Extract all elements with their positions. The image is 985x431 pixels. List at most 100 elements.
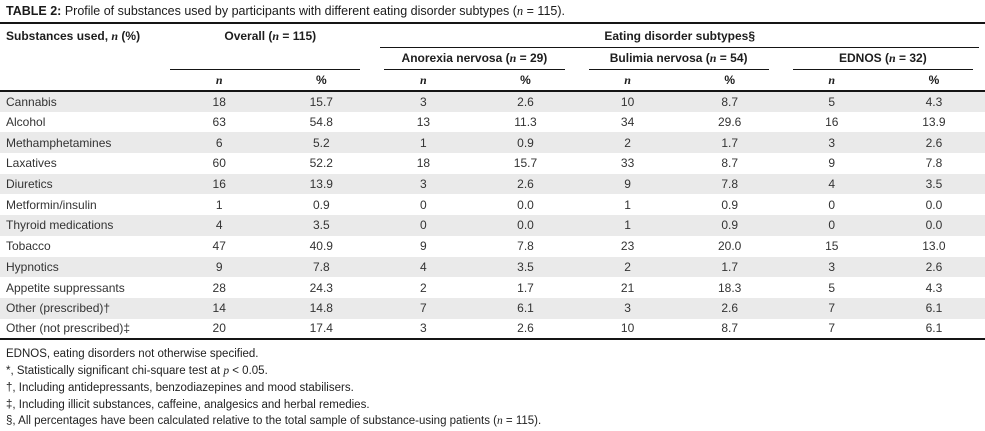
- subheader-pct: %: [474, 70, 577, 92]
- value-cell: 4.3: [925, 280, 943, 295]
- value-cell: 0.9: [312, 197, 330, 212]
- value-cell: 9: [215, 259, 223, 274]
- value-cell: 8.7: [721, 156, 739, 171]
- substance-label: Diuretics: [6, 177, 53, 192]
- value-cell: 13.0: [922, 239, 946, 254]
- value-cell: 7.8: [925, 156, 943, 171]
- value-cell: 4.3: [925, 94, 943, 109]
- value-cell: 63: [212, 115, 226, 130]
- value-cell: 6.1: [925, 321, 943, 336]
- value-cell: 33: [620, 156, 635, 171]
- value-cell: 2.6: [517, 94, 534, 109]
- value-cell: 5.2: [312, 135, 330, 150]
- value-cell: 14.8: [309, 301, 333, 316]
- table-row: Metformin/insulin 1 0.9 0 0.0 1 0.9 0 0.0: [0, 194, 985, 215]
- value-cell: 2.6: [517, 321, 534, 336]
- value-cell: 21: [620, 280, 635, 295]
- value-cell: 1: [420, 135, 427, 150]
- value-cell: 24.3: [309, 280, 333, 295]
- substances-table: Substances used, n (%) Overall (n = 115)…: [0, 24, 985, 340]
- value-cell: 47: [212, 239, 226, 254]
- table-caption-label: TABLE 2:: [6, 4, 62, 18]
- value-cell: 7: [828, 321, 836, 336]
- value-cell: 9: [828, 156, 836, 171]
- value-cell: 18: [416, 156, 431, 171]
- value-cell: 10: [620, 321, 635, 336]
- value-cell: 28: [212, 280, 226, 295]
- substance-label: Appetite suppressants: [6, 280, 125, 295]
- table-row: Appetite suppressants 28 24.3 2 1.7 21 18.3 5 4.…: [0, 277, 985, 298]
- substance-label: Cannabis: [6, 94, 57, 109]
- value-cell: 7.8: [721, 177, 739, 192]
- value-cell: 0.0: [517, 218, 534, 233]
- value-cell: 0.9: [721, 218, 739, 233]
- value-cell: 0: [420, 197, 427, 212]
- substance-label: Other (not prescribed)‡: [6, 321, 131, 336]
- value-cell: 18: [212, 94, 226, 109]
- table-row: Thyroid medications 4 3.5 0 0.0 1 0.9 0 0.0: [0, 215, 985, 236]
- value-cell: 40.9: [309, 239, 333, 254]
- value-cell: 1.7: [721, 135, 739, 150]
- value-cell: 15.7: [309, 94, 333, 109]
- value-cell: 9: [420, 239, 427, 254]
- value-cell: 15: [825, 239, 839, 254]
- value-cell: 0.0: [517, 197, 534, 212]
- table-row: Methamphetamines 6 5.2 1 0.9 2 1.7 3 2.6: [0, 132, 985, 154]
- substance-label: Alcohol: [6, 115, 46, 130]
- footnotes: EDNOS, eating disorders not otherwise sp…: [0, 340, 985, 431]
- column-group-ednos: EDNOS (n = 32): [781, 48, 985, 70]
- value-cell: 3.5: [312, 218, 330, 233]
- value-cell: 52.2: [309, 156, 333, 171]
- value-cell: 16: [212, 177, 226, 192]
- value-cell: 23: [620, 239, 635, 254]
- value-cell: 60: [212, 156, 226, 171]
- table-row: Diuretics 16 13.9 3 2.6 9 7.8 4 3.5: [0, 173, 985, 195]
- footnote-double-dagger: ‡, Including illicit substances, caffein…: [6, 398, 370, 411]
- value-cell: 0.0: [925, 197, 943, 212]
- value-cell: 1.7: [721, 259, 739, 274]
- substance-label: Hypnotics: [6, 259, 59, 274]
- value-cell: 2: [624, 259, 631, 274]
- value-cell: 34: [620, 115, 635, 130]
- subheader-pct: %: [678, 70, 781, 92]
- value-cell: 20.0: [717, 239, 742, 254]
- value-cell: 18.3: [717, 280, 742, 295]
- value-cell: 0: [420, 218, 427, 233]
- column-header-substances: Substances used, n (%): [0, 24, 169, 92]
- subheader-n: n: [372, 70, 475, 92]
- value-cell: 6.1: [925, 301, 943, 316]
- column-group-anorexia: Anorexia nervosa (n = 29): [372, 48, 576, 70]
- subheader-n: n: [168, 70, 271, 92]
- value-cell: 17.4: [309, 321, 333, 336]
- value-cell: 9: [624, 177, 631, 192]
- value-cell: 4: [215, 218, 223, 233]
- table-body: Cannabis 18 15.7 3 2.6 10 8.7 5 4.3 Alcohol 63 54.8…: [0, 91, 985, 340]
- table-caption: TABLE 2: Profile of substances used by p…: [0, 0, 985, 24]
- value-cell: 54.8: [309, 115, 333, 130]
- value-cell: 7: [828, 301, 836, 316]
- value-cell: 2: [420, 280, 427, 295]
- value-cell: 2.6: [925, 135, 943, 150]
- value-cell: 0: [828, 218, 836, 233]
- value-cell: 6: [215, 135, 223, 150]
- value-cell: 4: [420, 259, 427, 274]
- value-cell: 2.6: [925, 259, 943, 274]
- value-cell: 3: [420, 321, 427, 336]
- value-cell: 2: [624, 135, 631, 150]
- footnote-ednos: EDNOS, eating disorders not otherwise sp…: [6, 348, 259, 361]
- value-cell: 7.8: [517, 239, 534, 254]
- substance-label: Laxatives: [6, 156, 57, 171]
- column-group-eating-disorder-subtypes: Eating disorder subtypes§: [372, 24, 985, 48]
- value-cell: 3: [624, 301, 631, 316]
- substance-label: Thyroid medications: [6, 218, 114, 233]
- table-row: Alcohol 63 54.8 13 11.3 34 29.6 16 13.9: [0, 112, 985, 133]
- value-cell: 4: [828, 177, 836, 192]
- column-group-bulimia: Bulimia nervosa (n = 54): [577, 48, 781, 70]
- value-cell: 20: [212, 321, 226, 336]
- value-cell: 1: [624, 218, 631, 233]
- value-cell: 2.6: [721, 301, 739, 316]
- value-cell: 0.9: [721, 197, 739, 212]
- value-cell: 8.7: [721, 321, 739, 336]
- value-cell: 3: [420, 177, 427, 192]
